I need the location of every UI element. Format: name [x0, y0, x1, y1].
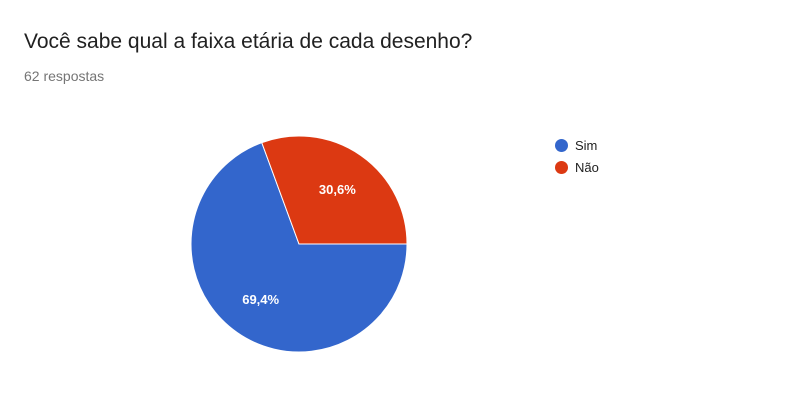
legend-swatch-sim — [555, 138, 568, 152]
legend-label-nao: Não — [575, 159, 599, 175]
legend-label-sim: Sim — [575, 137, 598, 153]
slice-label-nao: 30,6% — [319, 182, 356, 197]
slice-label-sim: 69,4% — [242, 292, 279, 307]
pie-slice-sim[interactable] — [190, 141, 408, 353]
response-count: 62 respostas — [24, 68, 105, 84]
chart-legend: Sim Não — [555, 134, 599, 178]
legend-swatch-nao — [555, 160, 568, 174]
legend-item-sim[interactable]: Sim — [555, 134, 599, 156]
pie-slice-nao[interactable] — [261, 135, 408, 245]
legend-item-nao[interactable]: Não — [555, 156, 599, 178]
chart-title: Você sabe qual a faixa etária de cada de… — [24, 30, 473, 53]
